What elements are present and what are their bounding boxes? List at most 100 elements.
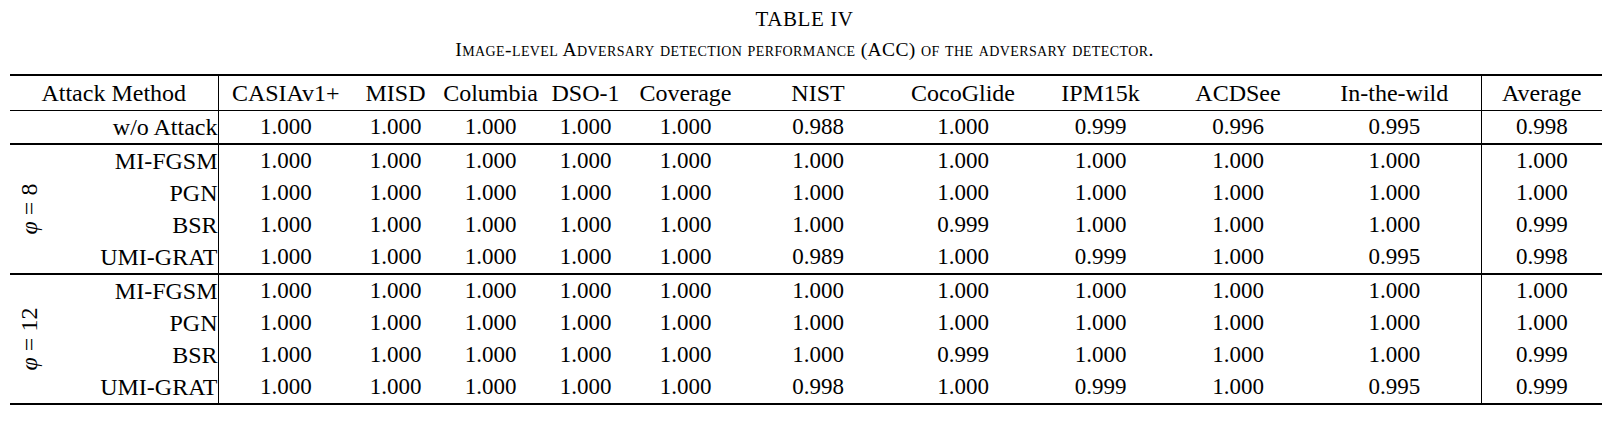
acc-value: 1.000 [218,274,353,307]
acc-average-value: 1.000 [1481,177,1602,209]
acc-value: 1.000 [628,274,743,307]
paper-table-page: TABLE IV Image-level Adversary detection… [0,0,1609,424]
acc-average-value: 0.998 [1481,111,1602,145]
acc-value: 1.000 [1033,144,1168,177]
rotated-group-label: φ = 8 [16,184,43,235]
col-header-in-the-wild: In-the-wild [1308,75,1481,111]
acc-value: 1.000 [543,177,628,209]
col-header-nist: NIST [743,75,893,111]
row-label-method: UMI-GRAT [48,241,218,274]
acc-value: 1.000 [743,339,893,371]
acc-value: 1.000 [628,111,743,145]
acc-value: 1.000 [628,241,743,274]
acc-value: 1.000 [1033,209,1168,241]
acc-value: 1.000 [1308,339,1481,371]
col-header-ipm15k: IPM15k [1033,75,1168,111]
acc-value: 1.000 [218,209,353,241]
acc-value: 1.000 [628,371,743,404]
acc-value: 0.999 [1033,111,1168,145]
acc-value: 0.999 [1033,371,1168,404]
acc-value: 1.000 [353,339,438,371]
acc-value: 1.000 [438,339,543,371]
table-number: TABLE IV [0,7,1609,32]
acc-value: 1.000 [543,339,628,371]
acc-value: 1.000 [218,144,353,177]
acc-value: 0.995 [1308,111,1481,145]
acc-value: 1.000 [893,241,1033,274]
acc-value: 1.000 [438,111,543,145]
acc-value: 1.000 [543,209,628,241]
table-row-phi8-mifgsm: φ = 8 MI-FGSM 1.000 1.000 1.000 1.000 1.… [10,144,1602,177]
acc-value: 0.999 [893,339,1033,371]
acc-value: 1.000 [1168,307,1308,339]
table-row-phi12-pgn: PGN 1.000 1.000 1.000 1.000 1.000 1.000 … [10,307,1602,339]
acc-average-value: 0.999 [1481,371,1602,404]
acc-value: 1.000 [218,307,353,339]
acc-average-value: 1.000 [1481,307,1602,339]
acc-value: 0.999 [1033,241,1168,274]
acc-value: 1.000 [353,241,438,274]
col-header-cocoglide: CocoGlide [893,75,1033,111]
acc-value: 1.000 [353,177,438,209]
table-row-phi8-bsr: BSR 1.000 1.000 1.000 1.000 1.000 1.000 … [10,209,1602,241]
acc-value: 1.000 [1168,177,1308,209]
acc-value: 1.000 [628,177,743,209]
col-header-coverage: Coverage [628,75,743,111]
acc-value: 1.000 [1168,371,1308,404]
acc-value: 1.000 [218,111,353,145]
col-header-columbia: Columbia [438,75,543,111]
acc-value: 1.000 [1308,144,1481,177]
table-row-wo-attack: w/o Attack 1.000 1.000 1.000 1.000 1.000… [10,111,1602,145]
acc-value: 1.000 [893,274,1033,307]
col-header-misd: MISD [353,75,438,111]
acc-value: 1.000 [353,111,438,145]
rotated-group-label: φ = 12 [16,308,43,371]
acc-value: 1.000 [628,339,743,371]
row-label-wo-attack: w/o Attack [10,111,218,145]
acc-value: 1.000 [1168,209,1308,241]
acc-value: 1.000 [1308,177,1481,209]
acc-value: 0.999 [893,209,1033,241]
acc-value: 1.000 [1308,307,1481,339]
acc-value: 1.000 [353,371,438,404]
acc-value: 1.000 [543,111,628,145]
row-label-method: BSR [48,209,218,241]
table-row-phi8-umigrat: UMI-GRAT 1.000 1.000 1.000 1.000 1.000 0… [10,241,1602,274]
col-header-attack-method: Attack Method [10,75,218,111]
acc-value: 0.996 [1168,111,1308,145]
acc-value: 1.000 [743,177,893,209]
acc-value: 1.000 [543,371,628,404]
acc-value: 1.000 [353,144,438,177]
acc-value: 1.000 [438,371,543,404]
acc-value: 1.000 [438,209,543,241]
acc-average-value: 0.999 [1481,339,1602,371]
col-header-casiav1: CASIAv1+ [218,75,353,111]
acc-value: 1.000 [438,307,543,339]
acc-value: 1.000 [218,241,353,274]
acc-value: 1.000 [1168,241,1308,274]
acc-value: 1.000 [353,307,438,339]
acc-value: 1.000 [543,307,628,339]
acc-value: 1.000 [1033,339,1168,371]
adversary-detection-acc-table: Attack Method CASIAv1+ MISD Columbia DSO… [10,74,1602,405]
table-row-phi8-pgn: PGN 1.000 1.000 1.000 1.000 1.000 1.000 … [10,177,1602,209]
acc-value: 1.000 [438,177,543,209]
acc-average-value: 0.999 [1481,209,1602,241]
col-header-acdsee: ACDSee [1168,75,1308,111]
acc-value: 1.000 [438,274,543,307]
acc-value: 0.995 [1308,371,1481,404]
acc-value: 1.000 [1168,144,1308,177]
row-label-method: MI-FGSM [48,274,218,307]
acc-value: 1.000 [1033,307,1168,339]
acc-value: 1.000 [218,371,353,404]
row-label-method: UMI-GRAT [48,371,218,404]
acc-value: 1.000 [543,274,628,307]
acc-value: 1.000 [438,144,543,177]
header-row: Attack Method CASIAv1+ MISD Columbia DSO… [10,75,1602,111]
acc-value: 1.000 [1033,177,1168,209]
acc-value: 1.000 [893,177,1033,209]
acc-value: 1.000 [628,209,743,241]
acc-value: 1.000 [438,241,543,274]
acc-value: 1.000 [543,144,628,177]
group-label-phi-8: φ = 8 [10,144,48,274]
